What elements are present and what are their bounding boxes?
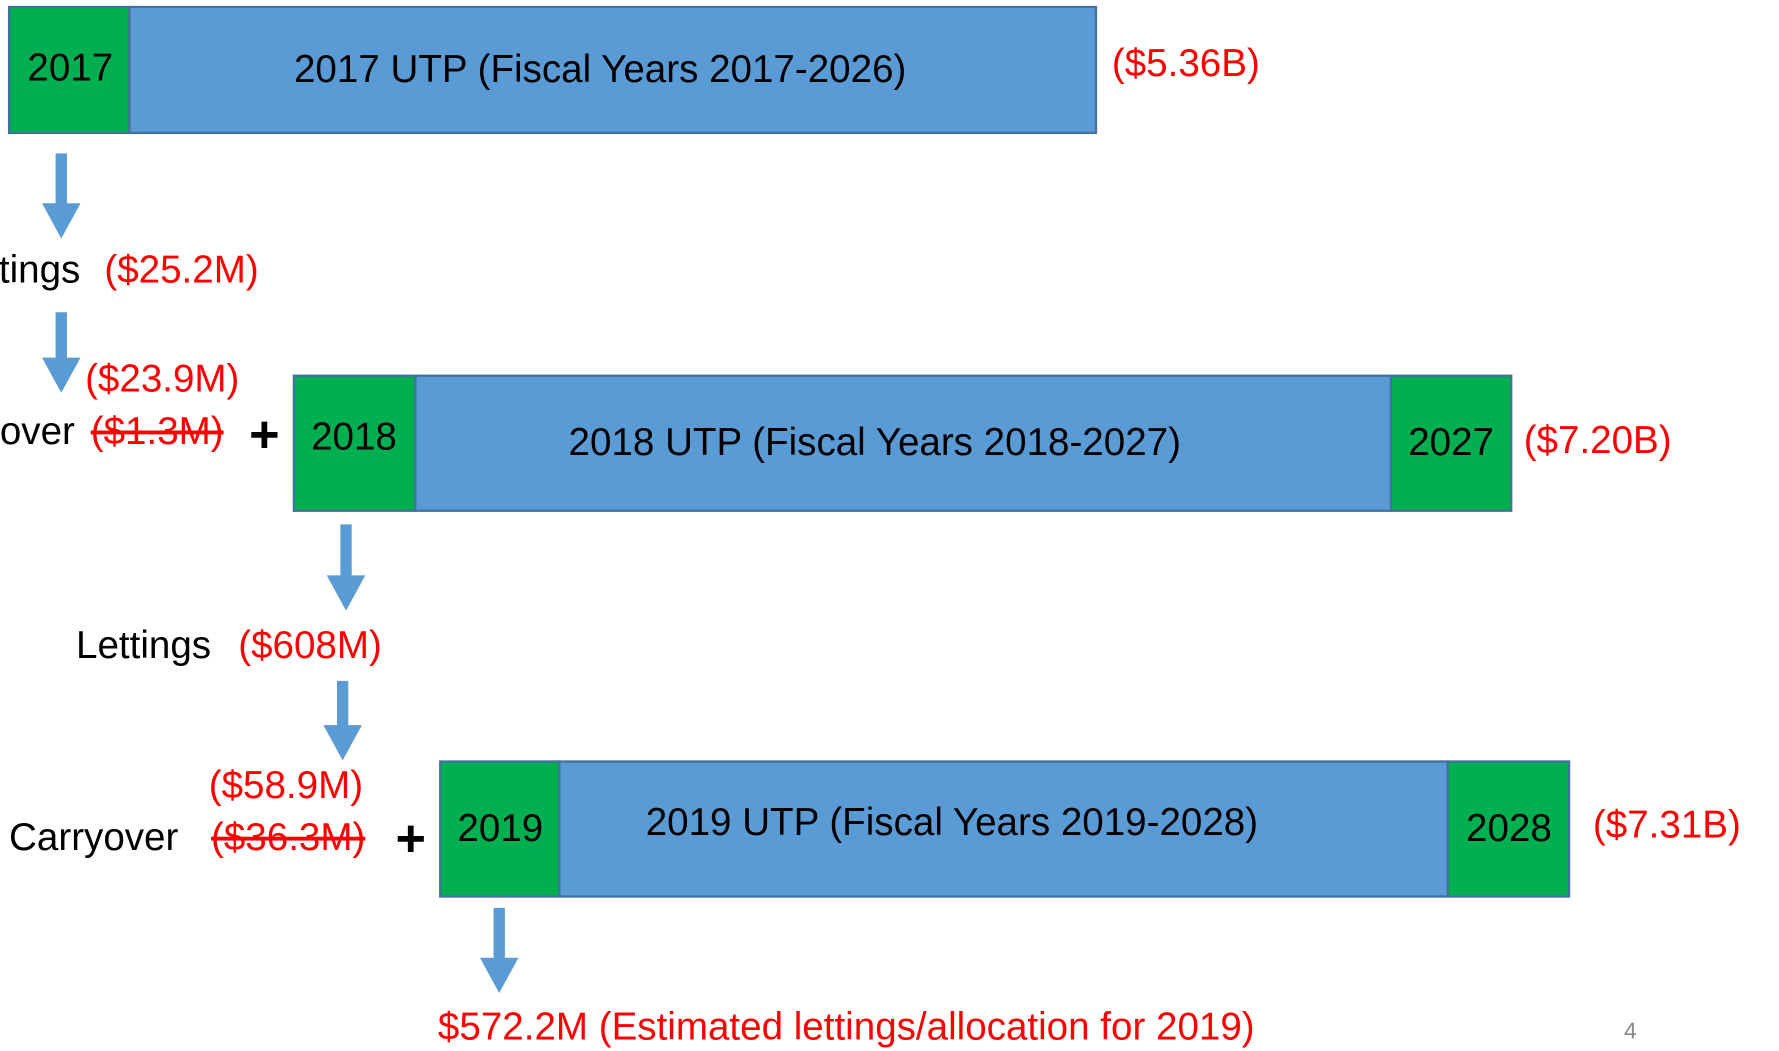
year-label: 2018: [311, 415, 397, 458]
plan-total: ($7.20B): [1524, 419, 1672, 462]
year-box: [1446, 760, 1571, 898]
page-number: 4: [1624, 1018, 1637, 1044]
arrow: [326, 524, 366, 611]
lettings-label: Lettings: [76, 624, 211, 667]
year-label: 2017: [27, 47, 113, 90]
arrow: [323, 680, 362, 761]
carryover-struck: ($1.3M): [91, 410, 224, 453]
carryover-label: over: [0, 410, 75, 453]
arrow: [41, 153, 81, 239]
plan-bar: [558, 760, 1449, 898]
lettings-label: tings: [0, 249, 80, 292]
carryover-revised: ($23.9M): [85, 358, 239, 401]
lettings-amount: ($608M): [238, 624, 382, 667]
plus-sign: +: [395, 810, 425, 868]
year-box: [1389, 374, 1513, 512]
carryover-revised: ($58.9M): [209, 764, 363, 807]
plan-title: 2018 UTP (Fiscal Years 2018-2027): [569, 421, 1181, 464]
year-box: [292, 374, 417, 512]
lettings-amount: ($25.2M): [104, 249, 258, 292]
carryover-struck: ($36.3M): [211, 816, 365, 859]
plan-title: 2017 UTP (Fiscal Years 2017-2026): [294, 48, 906, 91]
plan-bar: [414, 374, 1393, 512]
plan-bar: [128, 5, 1098, 135]
arrow: [41, 312, 81, 393]
year-label: 2028: [1466, 807, 1552, 850]
carryover-label: Carryover: [9, 816, 178, 859]
year-box: [7, 5, 131, 135]
year-label: 2019: [457, 807, 543, 850]
plan-total: ($7.31B): [1593, 803, 1741, 846]
arrow: [479, 907, 519, 993]
year-box: [439, 760, 561, 898]
plan-title: 2019 UTP (Fiscal Years 2019-2028): [646, 801, 1258, 844]
plus-sign: +: [249, 406, 279, 464]
result-text: $572.2M (Estimated lettings/allocation f…: [438, 1005, 1255, 1048]
plan-total: ($5.36B): [1112, 42, 1260, 85]
year-label: 2027: [1408, 421, 1494, 464]
